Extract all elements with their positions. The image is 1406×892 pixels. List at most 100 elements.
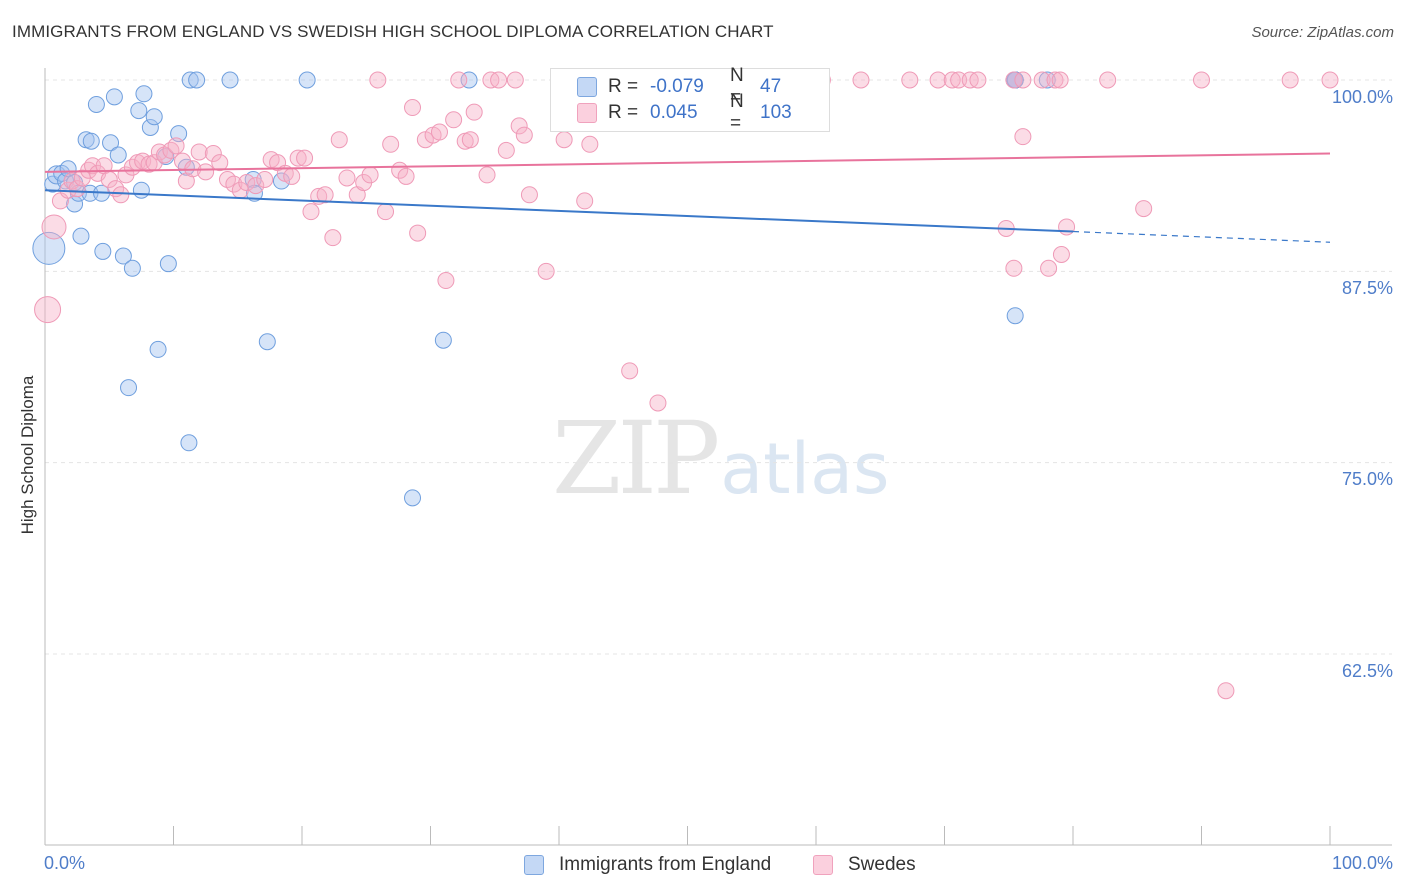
england-point (141, 118, 159, 136)
x-tick-label-min: 0.0% (44, 853, 86, 873)
swedes-point (506, 71, 524, 89)
england-point (258, 333, 276, 351)
legend-swatch-pink (813, 855, 833, 875)
legend-swatch-blue (577, 77, 597, 97)
swedes-point (324, 229, 342, 247)
swedes-point (581, 135, 599, 153)
legend-item-england[interactable]: Immigrants from England (524, 852, 771, 878)
legend-swatch-blue (524, 855, 544, 875)
swedes-point (369, 71, 387, 89)
england-trend-line (44, 189, 1074, 233)
swedes-point (377, 203, 395, 221)
swedes-point (901, 71, 919, 89)
england-point (1006, 307, 1024, 325)
swedes-point (361, 166, 379, 184)
england-point (102, 134, 120, 152)
swedes-point (190, 143, 208, 161)
swedes-point (465, 103, 483, 121)
england-point (221, 71, 239, 89)
swedes-point (162, 141, 180, 159)
swedes-point (247, 177, 265, 195)
england-point (132, 181, 150, 199)
correlation-legend: R = -0.079 N = 47 R = 0.045 N = 103 (550, 65, 830, 134)
england-point (145, 108, 163, 126)
england-point (298, 71, 316, 89)
series-legend: Immigrants from England Swedes (0, 852, 1406, 878)
swedes-point (510, 117, 528, 135)
swedes-point (397, 167, 415, 185)
swedes-point (1005, 259, 1023, 277)
swedes-point (289, 149, 307, 167)
swedes-point (450, 71, 468, 89)
swedes-point (404, 99, 422, 117)
legend-r-label: R = (608, 76, 639, 97)
england-point (135, 85, 153, 103)
swedes-point (576, 192, 594, 210)
chart-title: IMMIGRANTS FROM ENGLAND VS SWEDISH HIGH … (12, 22, 774, 41)
swedes-point (167, 137, 185, 155)
swedes-point (225, 175, 243, 193)
england-point (114, 247, 132, 265)
swedes-point (283, 167, 301, 185)
legend-n-label: N = (730, 91, 744, 134)
swedes-point (852, 71, 870, 89)
swedes-point (430, 123, 448, 141)
swedes-point (41, 214, 67, 240)
legend-row-england: R = -0.079 N = 47 (551, 65, 800, 108)
swedes-point (1281, 71, 1299, 89)
swedes-point (112, 186, 130, 204)
swedes-point (1193, 71, 1210, 89)
england-point (109, 146, 127, 164)
x-tick-label-max: 100.0% (1331, 853, 1393, 873)
swedes-point (1005, 71, 1023, 89)
swedes-point (1217, 682, 1235, 700)
swedes-point (34, 296, 62, 324)
watermark: ZIPatlas (552, 400, 889, 517)
swedes-point (943, 71, 961, 89)
swedes-point (1033, 71, 1051, 89)
swedes-point (497, 141, 515, 159)
legend-r-value: 0.045 (650, 102, 698, 123)
swedes-point (1046, 71, 1064, 89)
legend-n-label: N = (730, 65, 744, 108)
england-point (181, 71, 199, 89)
y-tick-label: 87.5% (1341, 278, 1393, 298)
england-point (94, 242, 112, 260)
swedes-point (1058, 218, 1076, 236)
legend-n-value: 47 (760, 76, 782, 97)
swedes-point (68, 180, 86, 198)
swedes-point (437, 272, 455, 290)
swedes-point (1135, 200, 1153, 218)
england-point (188, 71, 206, 89)
watermark-zip: ZIP (552, 400, 720, 517)
england-point (272, 172, 290, 190)
legend-n-value: 103 (760, 102, 792, 123)
swedes-point (929, 71, 947, 89)
swedes-point (197, 163, 215, 181)
swedes-point (1014, 71, 1032, 89)
england-point (123, 259, 141, 277)
legend-label-england: Immigrants from England (559, 854, 772, 875)
y-tick-label: 100.0% (1331, 87, 1393, 107)
legend-r-value: -0.079 (650, 76, 704, 97)
swedes-point (621, 362, 639, 380)
swedes-point (1321, 71, 1339, 89)
legend-item-swedes[interactable]: Swedes (813, 852, 916, 878)
england-point (32, 231, 66, 265)
source-label: Source: ZipAtlas.com (1251, 24, 1394, 41)
swedes-point (490, 71, 508, 89)
swedes-point (515, 126, 533, 144)
swedes-point (1014, 128, 1032, 146)
y-tick-label: 62.5% (1341, 661, 1393, 681)
england-point (149, 340, 167, 358)
england-point (460, 71, 478, 89)
watermark-atlas: atlas (720, 428, 890, 510)
england-point (120, 379, 138, 397)
swedes-point (238, 174, 256, 192)
england-point (87, 95, 105, 113)
y-tick-label: 75.0% (1341, 469, 1393, 489)
swedes-point (1051, 71, 1069, 89)
swedes-point (1040, 259, 1058, 277)
england-point (105, 88, 123, 106)
